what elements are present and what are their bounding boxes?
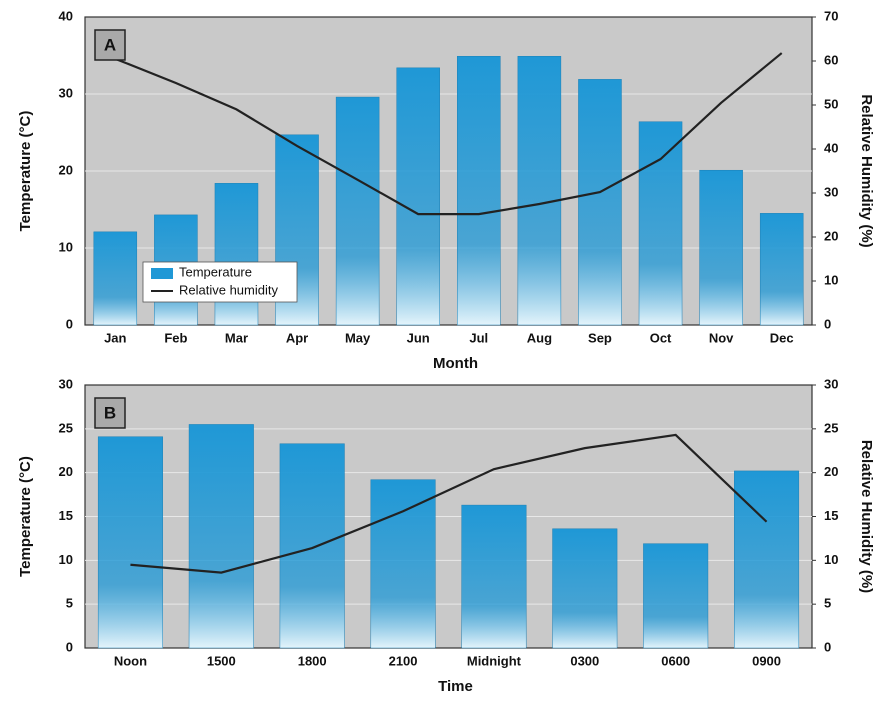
y-tick-label: 20 <box>59 162 73 177</box>
y2-tick-label: 60 <box>824 52 838 67</box>
x-axis-title: Time <box>438 678 473 695</box>
bar <box>370 479 436 649</box>
bar <box>188 424 254 649</box>
bar <box>517 56 562 326</box>
bar <box>279 443 345 649</box>
x-tick-label: 0300 <box>570 653 599 668</box>
y-tick-label: 25 <box>59 420 73 435</box>
bar <box>552 528 618 649</box>
bar <box>461 504 527 649</box>
bar <box>643 543 709 649</box>
panel-letter: B <box>104 403 116 422</box>
y2-tick-label: 10 <box>824 272 838 287</box>
y2-axis-title: Relative Humidity (%) <box>858 94 875 247</box>
bar <box>214 183 259 326</box>
bar <box>457 56 501 326</box>
y2-tick-label: 20 <box>824 228 838 243</box>
y2-tick-label: 0 <box>824 639 831 654</box>
y-tick-label: 30 <box>59 85 73 100</box>
y2-tick-label: 15 <box>824 508 838 523</box>
bar <box>734 470 800 649</box>
y-tick-label: 10 <box>59 239 73 254</box>
x-tick-label: Jun <box>407 330 430 345</box>
legend-label: Temperature <box>179 264 252 279</box>
humidity-line <box>114 52 783 216</box>
x-tick-label: Noon <box>114 653 147 668</box>
panel-letter: A <box>104 35 116 54</box>
y-tick-label: 0 <box>66 639 73 654</box>
x-tick-label: Apr <box>286 330 308 345</box>
x-tick-label: Jan <box>104 330 126 345</box>
y2-axis-title: Relative Humidity (%) <box>858 440 875 593</box>
y-tick-label: 40 <box>59 8 73 23</box>
x-tick-label: Sep <box>588 330 612 345</box>
legend-swatch <box>151 268 173 279</box>
legend-label: Relative humidity <box>179 282 278 297</box>
x-tick-label: 1800 <box>298 653 327 668</box>
x-tick-label: 2100 <box>389 653 418 668</box>
y-tick-label: 5 <box>66 596 73 611</box>
y2-tick-label: 50 <box>824 96 838 111</box>
x-tick-label: Aug <box>527 330 552 345</box>
x-tick-label: Jul <box>469 330 488 345</box>
y-tick-label: 30 <box>59 376 73 391</box>
humidity-line <box>130 433 768 574</box>
x-tick-label: 0900 <box>752 653 781 668</box>
y-tick-label: 0 <box>66 316 73 331</box>
y2-tick-label: 30 <box>824 376 838 391</box>
x-axis-title: Month <box>433 355 478 372</box>
y2-tick-label: 5 <box>824 596 831 611</box>
bar <box>97 436 163 649</box>
y2-tick-label: 40 <box>824 140 838 155</box>
y2-tick-label: 20 <box>824 464 838 479</box>
bar <box>699 169 743 326</box>
y2-tick-label: 10 <box>824 552 838 567</box>
y-tick-label: 10 <box>59 552 73 567</box>
panel-letter-box <box>94 397 126 429</box>
panel-letter-box <box>94 29 126 61</box>
x-tick-label: Midnight <box>467 653 522 668</box>
x-tick-label: Oct <box>650 330 672 345</box>
y2-tick-label: 25 <box>824 420 838 435</box>
y2-tick-label: 70 <box>824 8 838 23</box>
bar <box>578 79 622 326</box>
bar <box>759 213 804 326</box>
x-tick-label: Feb <box>164 330 187 345</box>
y2-tick-label: 0 <box>824 316 831 331</box>
y2-tick-label: 30 <box>824 184 838 199</box>
x-tick-label: Dec <box>770 330 794 345</box>
bar <box>335 96 380 326</box>
y-axis-title: Temperature (°C) <box>17 111 34 232</box>
x-tick-label: Mar <box>225 330 248 345</box>
bar <box>93 231 138 326</box>
bar <box>396 67 440 326</box>
y-tick-label: 20 <box>59 464 73 479</box>
x-tick-label: May <box>345 330 371 345</box>
x-tick-label: 1500 <box>207 653 236 668</box>
bar <box>638 121 683 326</box>
x-tick-label: Nov <box>709 330 734 345</box>
x-tick-label: 0600 <box>661 653 690 668</box>
y-tick-label: 15 <box>59 508 73 523</box>
y-axis-title: Temperature (°C) <box>17 456 34 577</box>
